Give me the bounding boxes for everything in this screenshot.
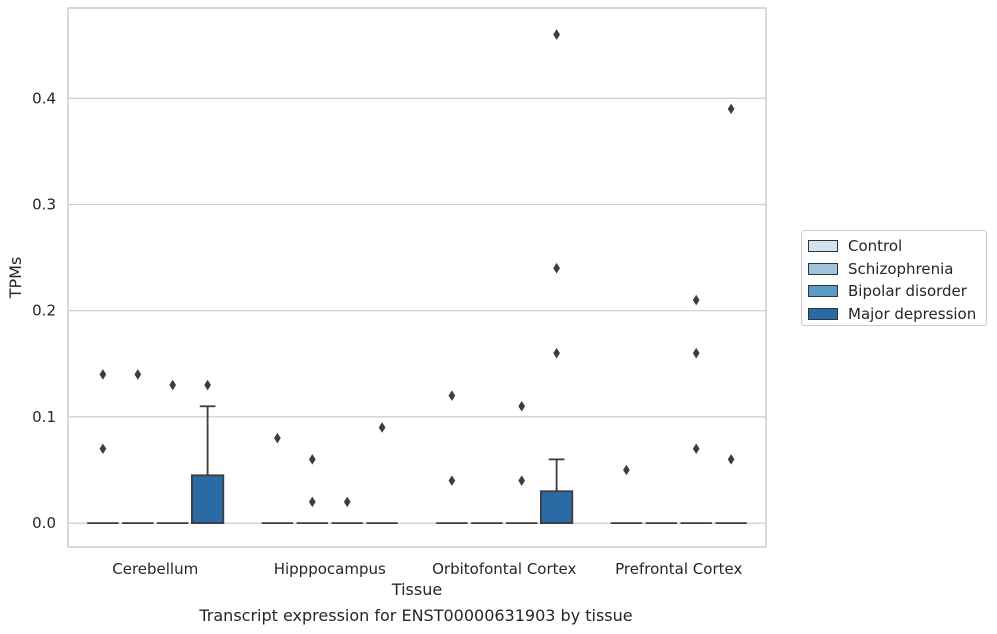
y-tick-label: 0.1 xyxy=(32,408,56,426)
outlier-point xyxy=(448,475,456,486)
outlier-point xyxy=(99,369,107,380)
outlier-point xyxy=(134,369,142,380)
outlier-point xyxy=(99,443,107,455)
y-tick-label: 0.4 xyxy=(32,89,56,107)
x-tick-label: Orbitofontal Cortex xyxy=(432,560,576,578)
outlier-point xyxy=(518,475,526,486)
legend-label-schizophrenia: Schizophrenia xyxy=(848,259,954,278)
legend-label-bipolar: Bipolar disorder xyxy=(848,282,967,301)
outlier-point xyxy=(727,103,735,115)
legend-label-major-depression: Major depression xyxy=(848,304,977,323)
outlier-point xyxy=(692,347,700,359)
plot-frame xyxy=(67,7,767,548)
outlier-point xyxy=(308,496,316,508)
outlier-point xyxy=(623,464,630,476)
x-tick-label: Cerebellum xyxy=(112,560,198,578)
outlier-point xyxy=(692,294,700,306)
legend-item-schizophrenia: Schizophrenia xyxy=(808,258,986,281)
outlier-point xyxy=(308,454,316,465)
outlier-point xyxy=(553,29,560,40)
legend-item-major-depression: Major depression xyxy=(808,303,986,326)
x-axis-label: Tissue xyxy=(391,580,442,599)
chart-caption: Transcript expression for ENST0000063190… xyxy=(199,606,633,625)
outlier-point xyxy=(274,432,281,444)
outlier-point xyxy=(518,400,526,412)
box xyxy=(539,490,574,525)
outlier-point xyxy=(727,454,735,465)
outlier-point xyxy=(448,390,456,401)
outlier-point xyxy=(204,379,211,391)
y-tick-label: 0.2 xyxy=(32,302,56,320)
legend-swatch-major-depression xyxy=(808,307,838,320)
outlier-point xyxy=(169,379,177,391)
legend-swatch-bipolar xyxy=(808,285,838,298)
x-tick-label: Hipppocampus xyxy=(274,560,386,578)
legend-item-control: Control xyxy=(808,235,986,258)
legend: Control Schizophrenia Bipolar disorder M… xyxy=(801,230,987,326)
outlier-point xyxy=(343,496,351,508)
outlier-point xyxy=(378,422,386,433)
y-axis-label: TPMs xyxy=(6,257,25,300)
y-tick-label: 0.0 xyxy=(32,514,56,532)
outlier-point xyxy=(692,443,700,455)
x-tick-label: Prefrontal Cortex xyxy=(615,560,742,578)
y-tick-label: 0.3 xyxy=(32,195,56,213)
outlier-point xyxy=(553,347,560,359)
legend-item-bipolar: Bipolar disorder xyxy=(808,280,986,303)
box xyxy=(190,474,225,525)
outlier-point xyxy=(553,262,560,274)
legend-swatch-control xyxy=(808,240,838,253)
legend-label-control: Control xyxy=(848,237,903,256)
legend-swatch-schizophrenia xyxy=(808,262,838,275)
